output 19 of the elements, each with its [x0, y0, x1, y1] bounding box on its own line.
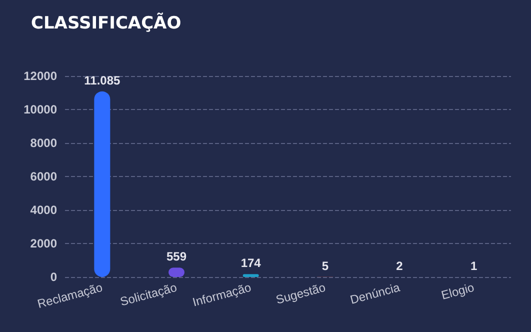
y-tick-label: 12000	[24, 69, 58, 83]
x-tick-label: Denúncia	[348, 280, 402, 307]
y-tick-label: 2000	[30, 236, 58, 250]
y-tick-label: 0	[50, 270, 58, 284]
bar	[242, 274, 259, 277]
bar	[94, 91, 110, 277]
data-label: 1	[470, 258, 478, 273]
y-tick-label: 8000	[30, 136, 58, 150]
y-tick-label: 4000	[30, 203, 58, 217]
y-tick-label: 6000	[30, 170, 58, 184]
data-label: 2	[396, 258, 404, 273]
x-tick-label: Elogio	[440, 280, 476, 302]
data-label: 174	[240, 256, 262, 270]
data-label: 559	[166, 250, 187, 264]
data-label: 5	[322, 258, 329, 273]
data-label: 11.085	[84, 73, 121, 88]
chart-title: CLASSIFICAÇÃO	[31, 12, 182, 34]
y-tick-label: 10000	[24, 102, 58, 116]
x-tick-label: Sugestão	[274, 280, 328, 307]
